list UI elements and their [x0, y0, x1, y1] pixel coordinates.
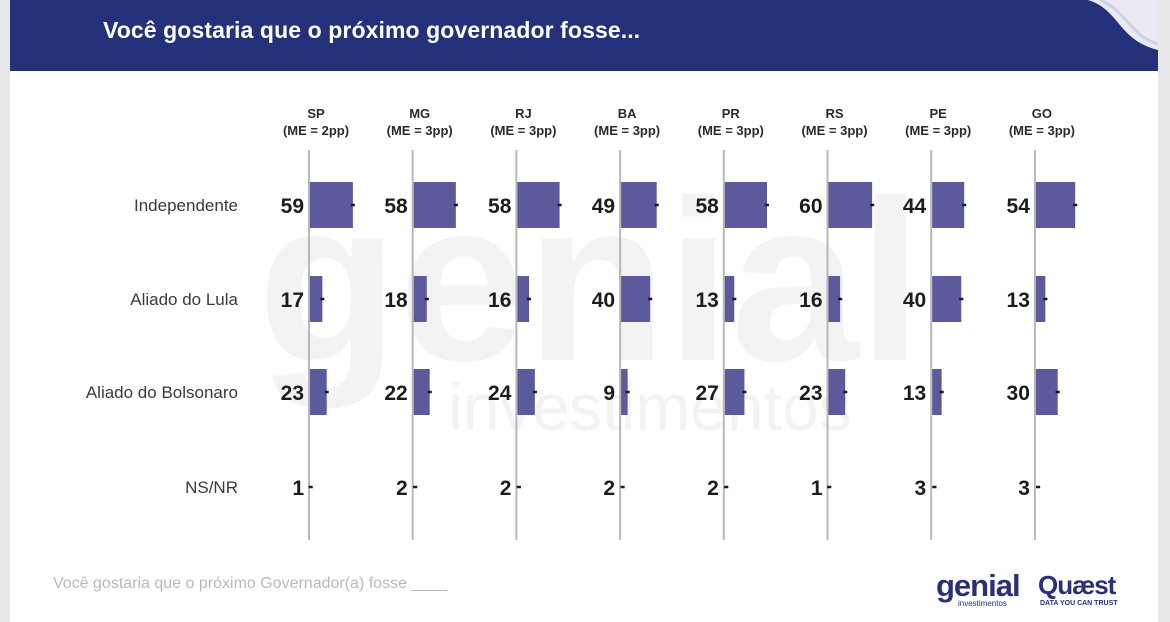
data-label: 40: [903, 289, 926, 312]
bar: [932, 276, 962, 322]
data-label: 3: [1018, 477, 1030, 500]
bar: [621, 182, 657, 228]
bar: [724, 369, 745, 415]
genial-logo: genial investimentos: [934, 568, 1030, 612]
quaest-logo-subtext: DATA YOU CAN TRUST: [1040, 600, 1118, 607]
data-label: 13: [695, 289, 718, 312]
bar: [828, 276, 841, 322]
panel-header-margin: (ME = 3pp): [490, 123, 556, 138]
data-label: 3: [915, 477, 927, 500]
bar: [517, 369, 535, 415]
bar: [932, 369, 942, 415]
data-label: 13: [1007, 289, 1030, 312]
data-label: 22: [384, 382, 407, 405]
data-label: 58: [488, 195, 512, 218]
bar: [413, 182, 456, 228]
panel-header-margin: (ME = 3pp): [801, 123, 867, 138]
page-title: Você gostaria que o próximo governador f…: [103, 17, 641, 43]
row-label: Aliado do Bolsonaro: [86, 383, 238, 402]
row-label: Independente: [134, 196, 238, 215]
bar: [517, 182, 560, 228]
bar: [517, 276, 530, 322]
data-label: 2: [500, 477, 512, 500]
data-label: 58: [695, 195, 719, 218]
bar: [1035, 182, 1076, 228]
panel-header-margin: (ME = 3pp): [594, 123, 660, 138]
data-label: 60: [799, 195, 822, 218]
data-label: 18: [384, 289, 408, 312]
data-label: 24: [488, 382, 512, 405]
bar: [310, 276, 323, 322]
panel-header-margin: (ME = 3pp): [387, 123, 453, 138]
data-label: 16: [488, 289, 511, 312]
data-label: 54: [1007, 195, 1031, 218]
row-label: NS/NR: [185, 478, 238, 497]
data-label: 49: [592, 195, 615, 218]
bar: [621, 276, 651, 322]
genial-logo-subtext: investimentos: [958, 599, 1007, 608]
bar: [828, 369, 846, 415]
panel-header-state: BA: [618, 106, 637, 121]
quaest-logo-text: Quæst: [1038, 570, 1116, 600]
bar: [413, 276, 427, 322]
panel-header-state: RJ: [515, 106, 532, 121]
footnote: Você gostaria que o próximo Governador(a…: [53, 575, 448, 592]
bar: [828, 182, 873, 228]
data-label: 2: [603, 477, 615, 500]
bar: [413, 369, 430, 415]
data-label: 17: [281, 289, 304, 312]
panel-header-state: GO: [1032, 106, 1052, 121]
panel-header-state: RS: [825, 106, 843, 121]
panel-header-state: MG: [409, 106, 430, 121]
data-label: 30: [1007, 382, 1030, 405]
data-label: 59: [281, 195, 304, 218]
data-label: 58: [384, 195, 408, 218]
data-label: 13: [903, 382, 926, 405]
bar: [724, 182, 767, 228]
panel-header-state: PE: [930, 106, 948, 121]
data-label: 40: [592, 289, 615, 312]
data-label: 44: [903, 195, 927, 218]
content-card: [10, 0, 1158, 622]
data-label: 1: [811, 477, 823, 500]
panel-header-state: PR: [722, 106, 741, 121]
panel-header-margin: (ME = 3pp): [698, 123, 764, 138]
header-swoosh: [1088, 0, 1159, 50]
data-label: 2: [396, 477, 408, 500]
data-label: 23: [799, 382, 822, 405]
bar: [310, 182, 353, 228]
panel-header-margin: (ME = 3pp): [905, 123, 971, 138]
bar: [1035, 369, 1058, 415]
bar: [1035, 276, 1046, 322]
data-label: 2: [707, 477, 719, 500]
quaest-logo: Quæst DATA YOU CAN TRUST: [1038, 570, 1130, 612]
panel-header-margin: (ME = 3pp): [1009, 123, 1075, 138]
data-label: 9: [603, 382, 615, 405]
data-label: 27: [695, 382, 718, 405]
bar: [621, 369, 628, 415]
genial-logo-text: genial: [936, 568, 1021, 603]
header-bar: [10, 0, 1158, 71]
panel-header-state: SP: [307, 106, 325, 121]
row-label: Aliado do Lula: [130, 290, 238, 309]
bar: [310, 369, 327, 415]
bar: [932, 182, 965, 228]
data-label: 16: [799, 289, 822, 312]
panel-header-margin: (ME = 2pp): [283, 123, 349, 138]
data-label: 23: [281, 382, 304, 405]
bar: [724, 276, 735, 322]
data-label: 1: [292, 477, 304, 500]
